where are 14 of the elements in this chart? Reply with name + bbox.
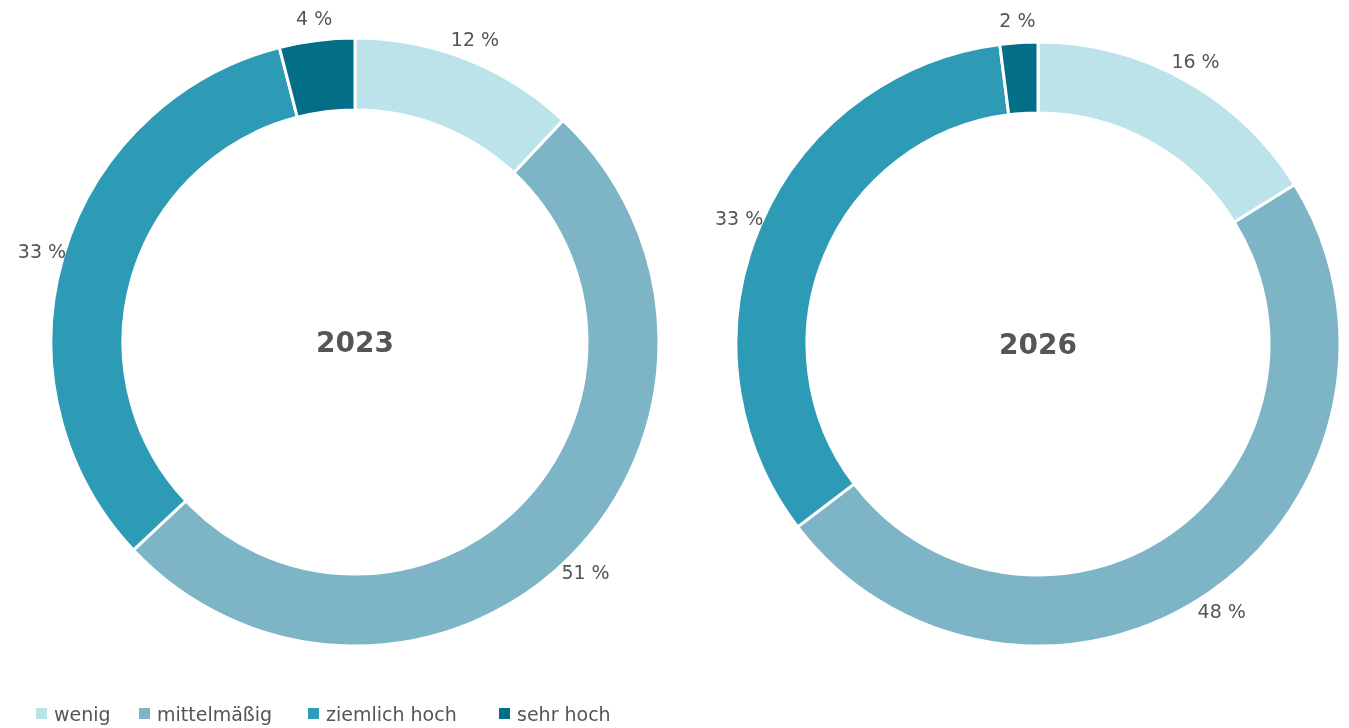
legend-label: mittelmäßig [157,702,273,725]
text: 2023 [316,325,394,359]
data-label: 48 % [1197,599,1246,622]
data-label: 33 % [715,207,764,230]
legend-label: ziemlich hoch [326,702,457,725]
data-label: 16 % [1171,49,1220,72]
data-label: 33 % [17,239,67,262]
text: 2026 [999,327,1077,361]
legend-label: sehr hoch [517,702,611,725]
data-label: 4 % [296,7,333,30]
data-label: 2 % [999,9,1036,32]
data-label: 12 % [450,27,500,50]
legend-label: wenig [54,702,111,725]
data-label: 51 % [561,561,610,584]
